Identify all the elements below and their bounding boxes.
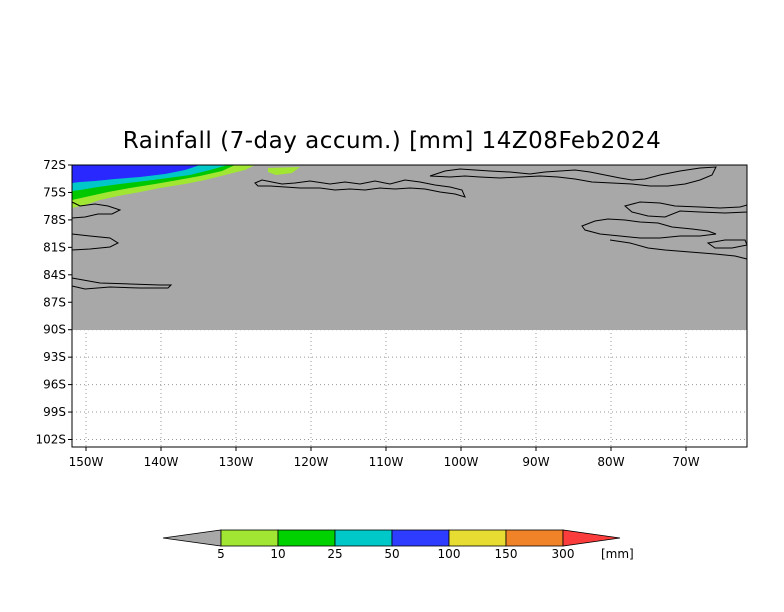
lat-tick-label: 81S: [43, 240, 66, 254]
colorbar-segment-10-25: [277, 529, 336, 547]
lon-tick-label: 80W: [597, 455, 624, 469]
colorbar-level-label: 5: [217, 547, 225, 561]
colorbar-segment-100-150: [448, 529, 507, 547]
lon-tick-label: 130W: [219, 455, 254, 469]
lon-tick-label: 70W: [672, 455, 699, 469]
colorbar: 5 10 25 50 100 150 300 [mm]: [162, 529, 634, 561]
lat-tick-label: 99S: [43, 405, 66, 419]
colorbar-segment-5-10: [220, 529, 279, 547]
lon-tick-label: 120W: [294, 455, 329, 469]
lon-tick-label: 90W: [522, 455, 549, 469]
colorbar-level-label: 300: [552, 547, 575, 561]
colorbar-segment-50-100: [391, 529, 450, 547]
colorbar-above-triangle: [562, 529, 621, 547]
map-title: Rainfall (7-day accum.) [mm] 14Z08Feb202…: [122, 128, 662, 154]
no-rain-area: [72, 165, 747, 330]
lat-tick-label: 90S: [43, 323, 66, 337]
colorbar-segment-25-50: [334, 529, 393, 547]
lat-tick-label: 102S: [35, 433, 66, 447]
lat-tick-label: 93S: [43, 350, 66, 364]
lat-tick-label: 87S: [43, 295, 66, 309]
colorbar-level-label: 10: [270, 547, 285, 561]
colorbar-level-label: 50: [384, 547, 399, 561]
lon-tick-label: 100W: [444, 455, 479, 469]
rainfall-patches: [72, 165, 300, 208]
lon-tick-label: 110W: [369, 455, 404, 469]
colorbar-level-label: 25: [327, 547, 342, 561]
colorbar-unit-label: [mm]: [601, 547, 634, 561]
colorbar-level-label: 150: [495, 547, 518, 561]
lon-tick-label: 140W: [144, 455, 179, 469]
map-frame: [71, 164, 748, 448]
colorbar-level-label: 100: [438, 547, 461, 561]
colorbar-segment-150-300: [505, 529, 564, 547]
lat-tick-label: 78S: [43, 213, 66, 227]
lat-tick-label: 84S: [43, 268, 66, 282]
lat-tick-label: 72S: [43, 158, 66, 172]
rain-5-10-region-east: [268, 167, 300, 175]
lat-tick-label: 96S: [43, 378, 66, 392]
latitude-axis: 72S 75S 78S 81S 84S 87S 90S 93S 96S 99S 102S: [35, 158, 72, 447]
longitude-axis: 150W 140W 130W 120W 110W 100W 90W 80W 70W: [69, 447, 700, 469]
colorbar-below-triangle: [162, 529, 222, 547]
rain-50-100-region: [72, 165, 200, 183]
lat-tick-label: 75S: [43, 185, 66, 199]
lon-tick-label: 150W: [69, 455, 104, 469]
